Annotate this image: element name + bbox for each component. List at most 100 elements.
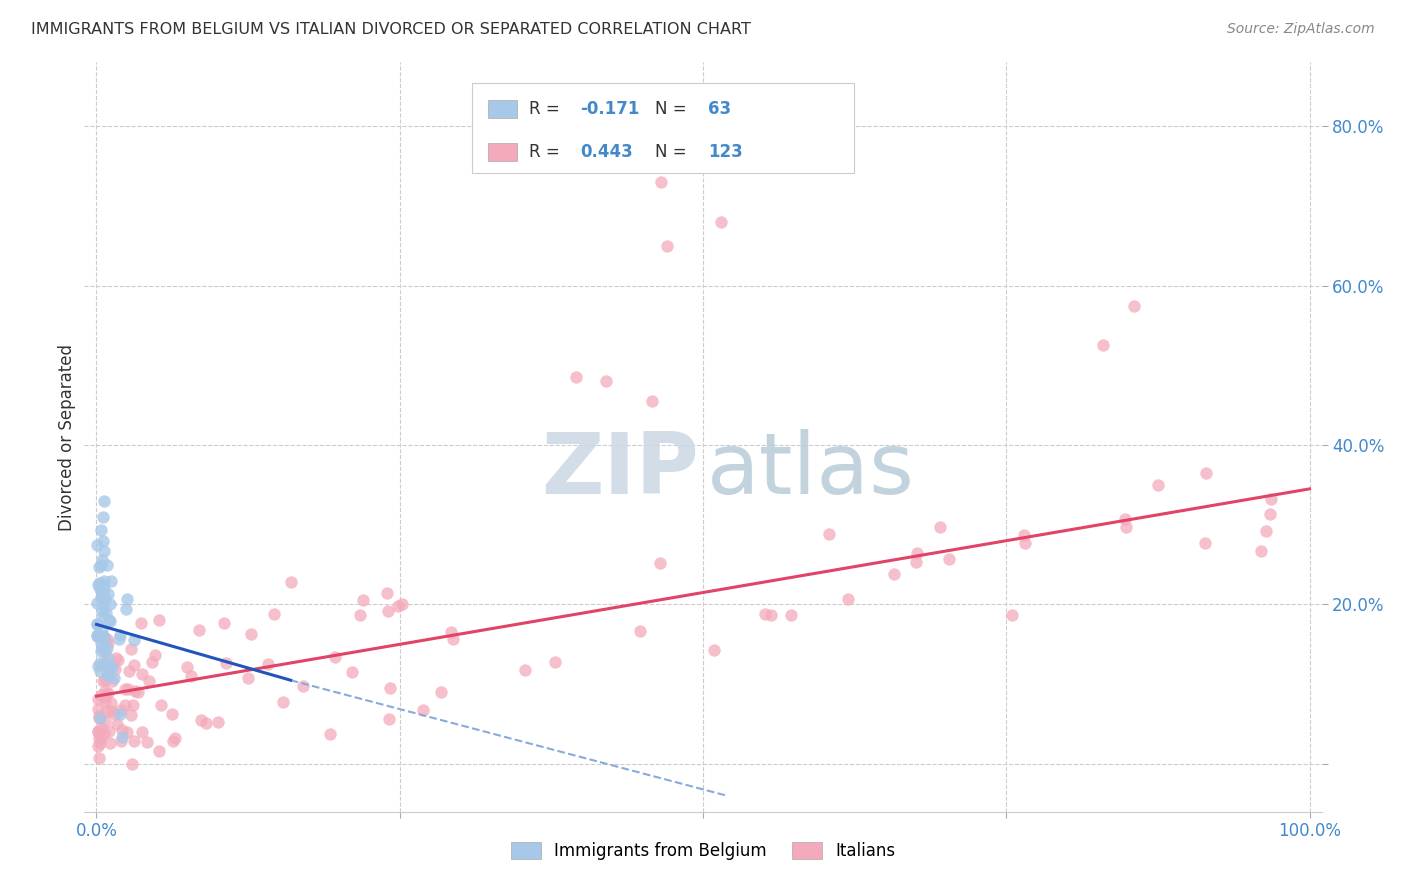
Point [91, 604, 114, 618]
Point [90, 622, 112, 636]
Text: 123: 123 [709, 143, 742, 161]
Point [96, 640, 118, 655]
Point [703, 643, 725, 657]
Point [90, 523, 112, 537]
Point [131, 725, 153, 739]
Point [120, 641, 142, 656]
Point [190, 713, 212, 727]
Point [162, 734, 184, 748]
Point [101, 674, 124, 689]
Point [148, 614, 170, 628]
Point [98, 736, 121, 750]
Point [105, 651, 128, 665]
Point [176, 659, 198, 673]
Point [136, 735, 159, 749]
Point [759, 607, 782, 622]
Point [111, 731, 134, 745]
Point [111, 723, 134, 737]
FancyBboxPatch shape [488, 100, 517, 118]
Point [98, 724, 121, 739]
Point [207, 714, 229, 729]
Point [1258, 507, 1281, 521]
Point [86, 596, 108, 610]
Point [86, 723, 108, 738]
Text: Source: ZipAtlas.com: Source: ZipAtlas.com [1227, 22, 1375, 37]
Point [90, 590, 112, 604]
Point [93, 640, 115, 655]
Point [91, 579, 114, 593]
Text: IMMIGRANTS FROM BELGIUM VS ITALIAN DIVORCED OR SEPARATED CORRELATION CHART: IMMIGRANTS FROM BELGIUM VS ITALIAN DIVOR… [31, 22, 751, 37]
Point [1014, 536, 1036, 550]
Point [710, 215, 733, 229]
Point [90, 688, 112, 702]
Point [94, 592, 117, 607]
Point [148, 744, 170, 758]
FancyBboxPatch shape [488, 143, 517, 161]
Point [96, 632, 118, 646]
Point [87, 709, 110, 723]
Point [89, 711, 111, 725]
Point [98, 614, 121, 628]
Point [107, 653, 129, 667]
Point [93, 673, 115, 687]
Point [97, 668, 120, 682]
Point [93, 656, 115, 670]
Point [1254, 524, 1277, 538]
Point [91, 599, 114, 613]
Point [1001, 607, 1024, 622]
Point [928, 520, 950, 534]
Point [180, 669, 202, 683]
Point [1260, 491, 1282, 506]
Point [91, 509, 114, 524]
Point [93, 544, 115, 558]
Text: N =: N = [655, 143, 692, 161]
Point [90, 590, 112, 604]
Point [93, 581, 115, 595]
Point [87, 576, 110, 591]
Point [86, 739, 108, 754]
Point [387, 599, 409, 614]
Point [87, 629, 110, 643]
Point [595, 374, 617, 388]
Point [91, 673, 114, 688]
Point [97, 587, 120, 601]
Point [754, 607, 776, 622]
Point [104, 707, 127, 722]
Point [149, 698, 172, 712]
Point [194, 715, 217, 730]
Point [323, 649, 346, 664]
Text: R =: R = [529, 143, 565, 161]
Point [90, 586, 112, 600]
Point [94, 645, 117, 659]
Point [108, 706, 131, 721]
Point [86, 702, 108, 716]
Point [837, 592, 859, 607]
Point [90, 721, 112, 735]
Point [318, 727, 340, 741]
Text: atlas: atlas [707, 429, 915, 512]
Point [93, 574, 115, 589]
Point [120, 708, 142, 723]
Point [131, 667, 153, 681]
Point [97, 686, 120, 700]
Point [515, 663, 537, 677]
Point [1147, 478, 1170, 492]
Point [650, 175, 672, 189]
Point [162, 706, 184, 721]
Point [93, 493, 115, 508]
Text: 0.443: 0.443 [581, 143, 633, 161]
Point [86, 538, 108, 552]
Point [86, 629, 108, 643]
Point [263, 607, 285, 621]
Point [94, 688, 117, 702]
Point [91, 629, 114, 643]
Text: N =: N = [655, 100, 692, 118]
Point [117, 682, 139, 697]
Point [91, 553, 114, 567]
Point [375, 585, 398, 599]
Point [543, 655, 565, 669]
Text: ZIP: ZIP [541, 429, 699, 512]
Point [430, 685, 453, 699]
Point [378, 712, 401, 726]
Point [89, 656, 111, 670]
